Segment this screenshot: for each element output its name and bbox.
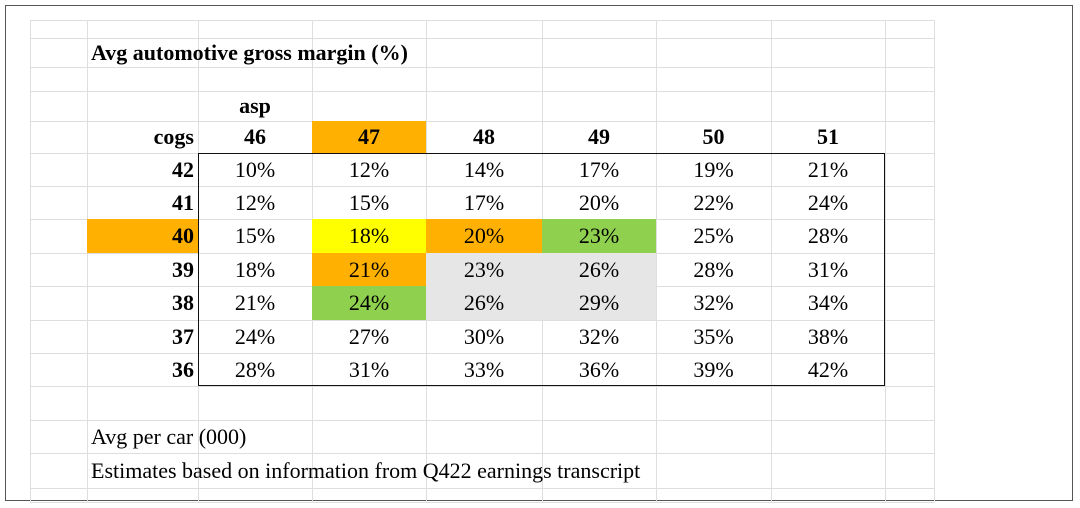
cell-highlight bbox=[426, 286, 542, 320]
margin-cell[interactable]: 23% bbox=[463, 256, 505, 282]
margin-cell[interactable]: 12% bbox=[348, 156, 390, 182]
margin-cell[interactable]: 17% bbox=[578, 156, 620, 182]
cogs-header-cell[interactable]: 42 bbox=[172, 156, 194, 182]
gridline-vertical bbox=[771, 20, 772, 502]
margin-cell[interactable]: 25% bbox=[693, 223, 734, 248]
margin-cell[interactable]: 36% bbox=[578, 356, 620, 382]
note-estimates-source[interactable]: Estimates based on information from Q422… bbox=[91, 457, 641, 483]
gridline-horizontal bbox=[30, 38, 934, 39]
asp-header-cell[interactable]: 46 bbox=[244, 124, 266, 149]
asp-header-cell[interactable]: 49 bbox=[588, 124, 610, 149]
asp-label[interactable]: asp bbox=[239, 93, 271, 118]
margin-cell[interactable]: 31% bbox=[807, 256, 849, 282]
margin-cell[interactable]: 28% bbox=[234, 356, 276, 382]
margin-cell[interactable]: 21% bbox=[807, 156, 849, 182]
gridline-horizontal bbox=[30, 121, 934, 122]
cell-highlight bbox=[542, 219, 656, 253]
gridline-horizontal bbox=[30, 186, 934, 187]
cogs-header-cell[interactable]: 41 bbox=[172, 189, 194, 215]
cell-highlight bbox=[312, 286, 426, 320]
gridline-horizontal bbox=[30, 67, 934, 68]
gridline-horizontal bbox=[30, 453, 934, 454]
gridline-horizontal bbox=[30, 502, 934, 503]
gridline-horizontal bbox=[30, 386, 934, 387]
margin-cell[interactable]: 27% bbox=[348, 323, 390, 349]
margin-cell[interactable]: 31% bbox=[348, 356, 390, 382]
asp-header-cell[interactable]: 48 bbox=[473, 124, 495, 149]
margin-cell[interactable]: 10% bbox=[234, 156, 276, 182]
sheet-title[interactable]: Avg automotive gross margin (%) bbox=[91, 39, 408, 65]
cell-highlight bbox=[426, 219, 542, 253]
gridline-horizontal bbox=[30, 353, 934, 354]
margin-cell[interactable]: 18% bbox=[348, 223, 390, 248]
margin-cell[interactable]: 20% bbox=[463, 223, 505, 248]
margin-cell[interactable]: 32% bbox=[693, 290, 734, 315]
margin-cell[interactable]: 30% bbox=[463, 323, 505, 349]
gridline-horizontal bbox=[30, 20, 934, 21]
gridline-vertical bbox=[87, 20, 88, 502]
margin-cell[interactable]: 28% bbox=[693, 256, 734, 282]
margin-cell[interactable]: 22% bbox=[693, 189, 734, 215]
margin-cell[interactable]: 35% bbox=[693, 323, 734, 349]
margin-cell[interactable]: 14% bbox=[463, 156, 505, 182]
gridline-vertical bbox=[656, 20, 657, 502]
asp-header-cell[interactable]: 50 bbox=[702, 124, 725, 149]
margin-cell[interactable]: 12% bbox=[234, 189, 276, 215]
gridline-horizontal bbox=[30, 91, 934, 92]
note-avg-per-car[interactable]: Avg per car (000) bbox=[91, 423, 247, 449]
margin-cell[interactable]: 24% bbox=[234, 323, 276, 349]
margin-cell[interactable]: 15% bbox=[348, 189, 390, 215]
gridline-horizontal bbox=[30, 420, 934, 421]
margin-cell[interactable]: 23% bbox=[578, 223, 620, 248]
gridline-vertical bbox=[885, 20, 886, 502]
gridline-vertical bbox=[30, 20, 31, 502]
margin-cell[interactable]: 15% bbox=[234, 223, 276, 248]
margin-cell[interactable]: 19% bbox=[693, 156, 734, 182]
cogs-header-cell[interactable]: 39 bbox=[172, 256, 194, 282]
margin-cell[interactable]: 32% bbox=[578, 323, 620, 349]
asp-header-cell[interactable]: 47 bbox=[358, 124, 380, 149]
margin-cell[interactable]: 24% bbox=[348, 290, 390, 315]
gridline-horizontal bbox=[30, 320, 934, 321]
margin-cell[interactable]: 18% bbox=[234, 256, 276, 282]
margin-cell[interactable]: 26% bbox=[578, 256, 620, 282]
spreadsheet-grid: Avg automotive gross margin (%) asp cogs… bbox=[30, 20, 935, 503]
margin-cell[interactable]: 26% bbox=[463, 290, 505, 315]
margin-cell[interactable]: 28% bbox=[807, 223, 849, 248]
margin-cell[interactable]: 33% bbox=[463, 356, 505, 382]
margin-cell[interactable]: 29% bbox=[578, 290, 620, 315]
cell-highlight bbox=[312, 219, 426, 253]
margin-cell[interactable]: 42% bbox=[807, 356, 849, 382]
screenshot-frame: Avg automotive gross margin (%) asp cogs… bbox=[5, 5, 1073, 503]
gridline-vertical bbox=[934, 20, 935, 502]
margin-cell[interactable]: 21% bbox=[234, 290, 276, 315]
margin-cell[interactable]: 38% bbox=[807, 323, 849, 349]
asp-header-highlight bbox=[312, 121, 426, 153]
gridline-horizontal bbox=[30, 488, 934, 489]
cell-highlight bbox=[426, 253, 542, 286]
cell-highlight bbox=[312, 253, 426, 286]
cogs-header-cell[interactable]: 37 bbox=[172, 323, 194, 349]
margin-cell[interactable]: 20% bbox=[578, 189, 620, 215]
margin-cell[interactable]: 17% bbox=[463, 189, 505, 215]
cell-highlight bbox=[542, 253, 656, 286]
margin-cell[interactable]: 34% bbox=[807, 290, 849, 315]
margin-cell[interactable]: 21% bbox=[348, 256, 390, 282]
asp-header-cell[interactable]: 51 bbox=[817, 124, 839, 149]
cogs-header-cell[interactable]: 40 bbox=[172, 223, 194, 248]
margin-cell[interactable]: 24% bbox=[807, 189, 849, 215]
cogs-label[interactable]: cogs bbox=[153, 124, 194, 149]
margin-cell[interactable]: 39% bbox=[693, 356, 734, 382]
cogs-header-cell[interactable]: 36 bbox=[172, 356, 194, 382]
cogs-header-highlight bbox=[87, 219, 198, 253]
cell-highlight bbox=[542, 286, 656, 320]
cogs-header-cell[interactable]: 38 bbox=[172, 290, 194, 315]
